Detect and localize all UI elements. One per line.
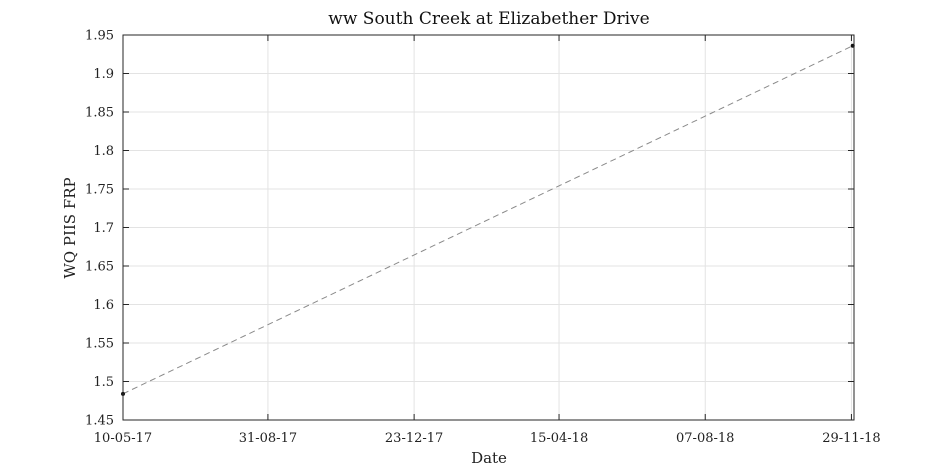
x-tick-label: 15-04-18 [530,431,588,446]
y-tick-label: 1.45 [85,414,114,429]
plot-frame [122,34,855,421]
x-tick-label: 23-12-17 [385,431,443,446]
y-tick-label: 1.9 [93,67,114,82]
y-tick-label: 1.6 [93,298,114,313]
y-tick-labels: 1.45 1.5 1.55 1.6 1.65 1.7 1.75 1.8 1.85 1.9 1.95 [85,29,114,429]
x-tick-label: 31-08-17 [239,431,297,446]
series-line [122,45,853,395]
x-tick-labels: 10-05-17 31-08-17 23-12-17 15-04-18 07-08-18… [94,431,881,446]
tick-marks [122,34,854,421]
y-tick-label: 1.55 [85,337,114,352]
y-tick-label: 1.65 [85,260,114,275]
y-tick-label: 1.75 [85,183,114,198]
y-tick-label: 1.8 [93,144,114,159]
y-tick-label: 1.95 [85,29,114,44]
x-tick-label: 07-08-18 [676,431,734,446]
grid [122,34,854,421]
y-tick-label: 1.5 [93,375,114,390]
chart-title: ww South Creek at Elizabether Drive [328,9,649,29]
x-axis-label: Date [471,449,507,467]
x-tick-label: 29-11-18 [822,431,880,446]
y-tick-label: 1.7 [93,221,114,236]
x-tick-label: 10-05-17 [94,431,152,446]
y-axis-label: WQ PIIS FRP [61,177,79,278]
y-tick-label: 1.85 [85,106,114,121]
